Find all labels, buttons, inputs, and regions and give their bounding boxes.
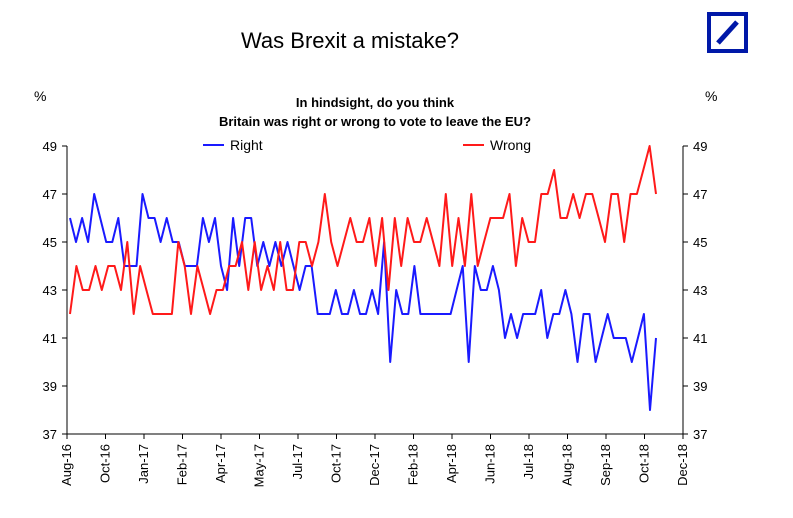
x-tick-label: Jan-17	[136, 444, 151, 484]
series-line-wrong	[69, 145, 657, 315]
right-y-tick-label: 41	[693, 331, 707, 346]
x-tick-label: Feb-18	[406, 444, 421, 485]
left-axis-unit: %	[34, 88, 46, 104]
legend-label-wrong: Wrong	[490, 137, 531, 153]
x-tick-label: Oct-16	[98, 444, 113, 483]
logo-frame	[707, 12, 748, 53]
x-tick-label: Apr-18	[444, 444, 459, 483]
page-title: Was Brexit a mistake?	[240, 28, 460, 53]
x-tick-label: Aug-16	[59, 444, 74, 486]
x-tick-label: Feb-17	[175, 444, 190, 485]
chart-subtitle-line2: Britain was right or wrong to vote to le…	[219, 114, 531, 129]
left-y-tick-label: 37	[43, 427, 57, 442]
logo-slash	[716, 20, 739, 45]
right-axis-unit: %	[705, 88, 717, 104]
left-y-tick-label: 41	[43, 331, 57, 346]
axes: 37 37 39 39 41 41 43 43 45 45 47 47 49 49 Aug-16 Oct-16…	[43, 139, 708, 487]
right-y-tick-label: 39	[693, 379, 707, 394]
x-tick-label: Jul-17	[290, 444, 305, 479]
left-y-tick-label: 43	[43, 283, 57, 298]
x-tick-label: Sep-18	[598, 444, 613, 486]
right-y-tick-label: 37	[693, 427, 707, 442]
left-y-tick-label: 45	[43, 235, 57, 250]
x-tick-label: Dec-18	[675, 444, 690, 486]
left-y-tick-label: 47	[43, 187, 57, 202]
x-tick-label: Aug-18	[560, 444, 575, 486]
deutsche-bank-logo	[707, 12, 748, 53]
left-y-tick-label: 49	[43, 139, 57, 154]
x-tick-label: Jul-18	[521, 444, 536, 479]
x-tick-label: Oct-18	[637, 444, 652, 483]
right-y-tick-label: 49	[693, 139, 707, 154]
legend: Right Wrong	[203, 137, 531, 153]
x-tick-label: May-17	[252, 444, 267, 487]
right-y-tick-label: 47	[693, 187, 707, 202]
x-tick-label: Oct-17	[329, 444, 344, 483]
series-line-right	[69, 193, 657, 411]
legend-label-right: Right	[230, 137, 263, 153]
x-tick-label: Dec-17	[367, 444, 382, 486]
chart-subtitle-line1: In hindsight, do you think	[296, 95, 455, 110]
series-layer	[69, 145, 657, 411]
right-y-tick-label: 45	[693, 235, 707, 250]
x-tick-label: Jun-18	[483, 444, 498, 484]
x-tick-label: Apr-17	[213, 444, 228, 483]
right-y-tick-label: 43	[693, 283, 707, 298]
left-y-tick-label: 39	[43, 379, 57, 394]
